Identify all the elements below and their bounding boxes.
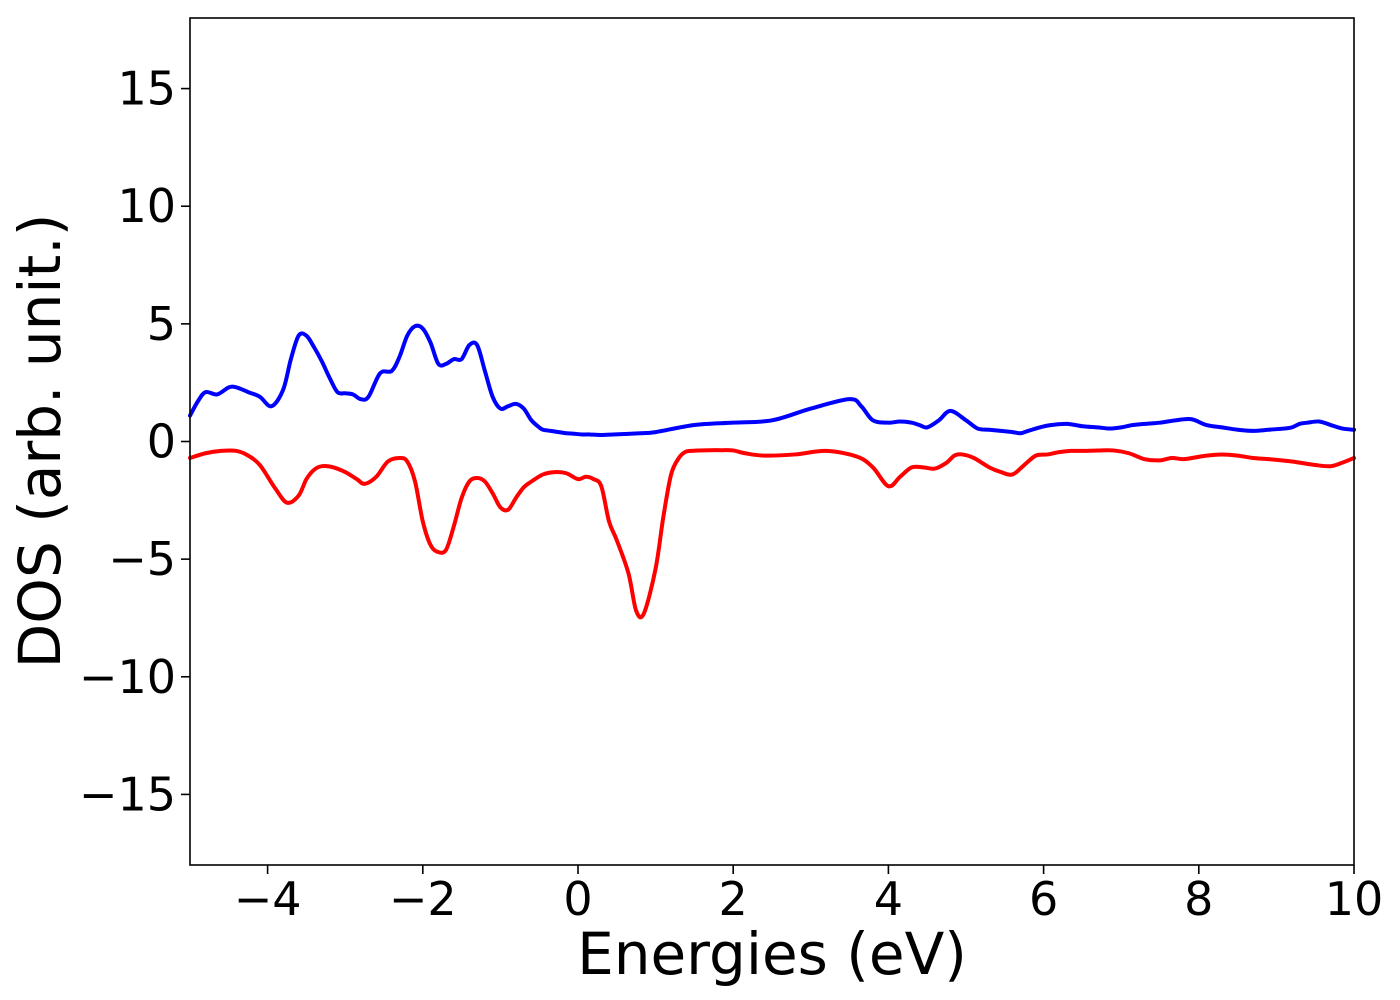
- dos-series-2-line: [188, 448, 1356, 620]
- dos-series-1-line: [188, 323, 1356, 437]
- x-tick-label: −2: [389, 872, 457, 926]
- y-tick-label: 15: [117, 62, 176, 116]
- x-tick-label: 2: [719, 872, 748, 926]
- x-tick-label: 10: [1325, 872, 1384, 926]
- x-tick-label: 6: [1029, 872, 1058, 926]
- x-tick-label: 4: [874, 872, 903, 926]
- y-tick-label: 5: [147, 297, 176, 351]
- y-tick-label: −10: [79, 650, 176, 704]
- y-tick-label: 0: [147, 415, 176, 469]
- y-tick-label: 10: [117, 179, 176, 233]
- x-tick-label: 0: [563, 872, 592, 926]
- series-layer: [188, 323, 1356, 620]
- y-tick-label: −15: [79, 767, 176, 821]
- x-axis-label: Energies (eV): [577, 920, 967, 988]
- plot-area: [190, 18, 1354, 865]
- x-tick-label: 8: [1184, 872, 1213, 926]
- y-tick-label: −5: [108, 532, 176, 586]
- y-axis-ticks: −15 −10 −5 0 5 10 15: [79, 62, 190, 821]
- y-axis-label: DOS (arb. unit.): [6, 214, 74, 669]
- x-tick-label: −4: [234, 872, 302, 926]
- x-axis-ticks: −4 −2 0 2 4 6 8 10: [234, 865, 1384, 926]
